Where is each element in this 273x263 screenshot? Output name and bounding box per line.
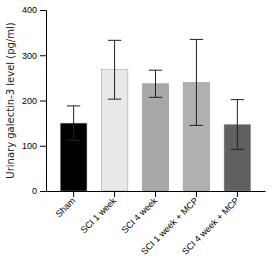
y-tick-mark [40,101,46,102]
x-tick-label: SCI 4 week [120,195,160,235]
x-tick-mark [237,191,238,197]
x-tick: SCI 4 week + MCP [180,191,241,257]
x-tick-mark [73,191,74,197]
y-tick: 300 [22,51,46,61]
y-axis-title: Urinary galectin-3 level (pg/ml) [5,22,16,178]
x-tick: SCI 4 week [120,191,160,235]
error-bar [108,40,121,99]
error-bar [67,106,80,140]
x-axis: ShamSCI 1 weekSCI 4 weekSCI 1 week + MCP… [47,191,266,257]
y-axis: 0 100 200 300 400 [22,5,47,196]
x-tick-mark [114,191,115,197]
x-tick: SCI 1 week [79,191,119,235]
y-tick-mark [40,191,46,192]
marks [60,39,250,191]
y-tick-label: 200 [22,96,37,106]
y-tick-label: 0 [32,186,37,196]
y-tick-label: 100 [22,141,37,151]
y-tick-mark [40,146,46,147]
y-tick-label: 400 [22,5,37,15]
chart: 0100200300400ShamSCI 1 weekSCI 4 weekSCI… [0,0,273,263]
plot: 0100200300400ShamSCI 1 weekSCI 4 weekSCI… [22,5,266,256]
y-tick: 400 [22,5,46,15]
x-tick-label: SCI 4 week + MCP [180,196,241,257]
error-bar [190,39,203,125]
error-bar [231,100,244,150]
x-tick-mark [155,191,156,197]
x-tick-mark [196,191,197,197]
y-tick: 100 [22,141,46,151]
bar [142,84,169,191]
y-tick-label: 300 [22,51,37,61]
y-tick: 200 [22,96,46,106]
y-tick-mark [40,10,46,11]
x-tick-label: SCI 1 week [79,195,119,235]
error-bar [149,70,162,97]
y-axis-line [40,11,47,192]
x-tick: Sham [54,191,78,219]
y-tick: 0 [32,186,46,196]
y-tick-mark [40,55,46,56]
x-tick-label: Sham [54,196,78,220]
